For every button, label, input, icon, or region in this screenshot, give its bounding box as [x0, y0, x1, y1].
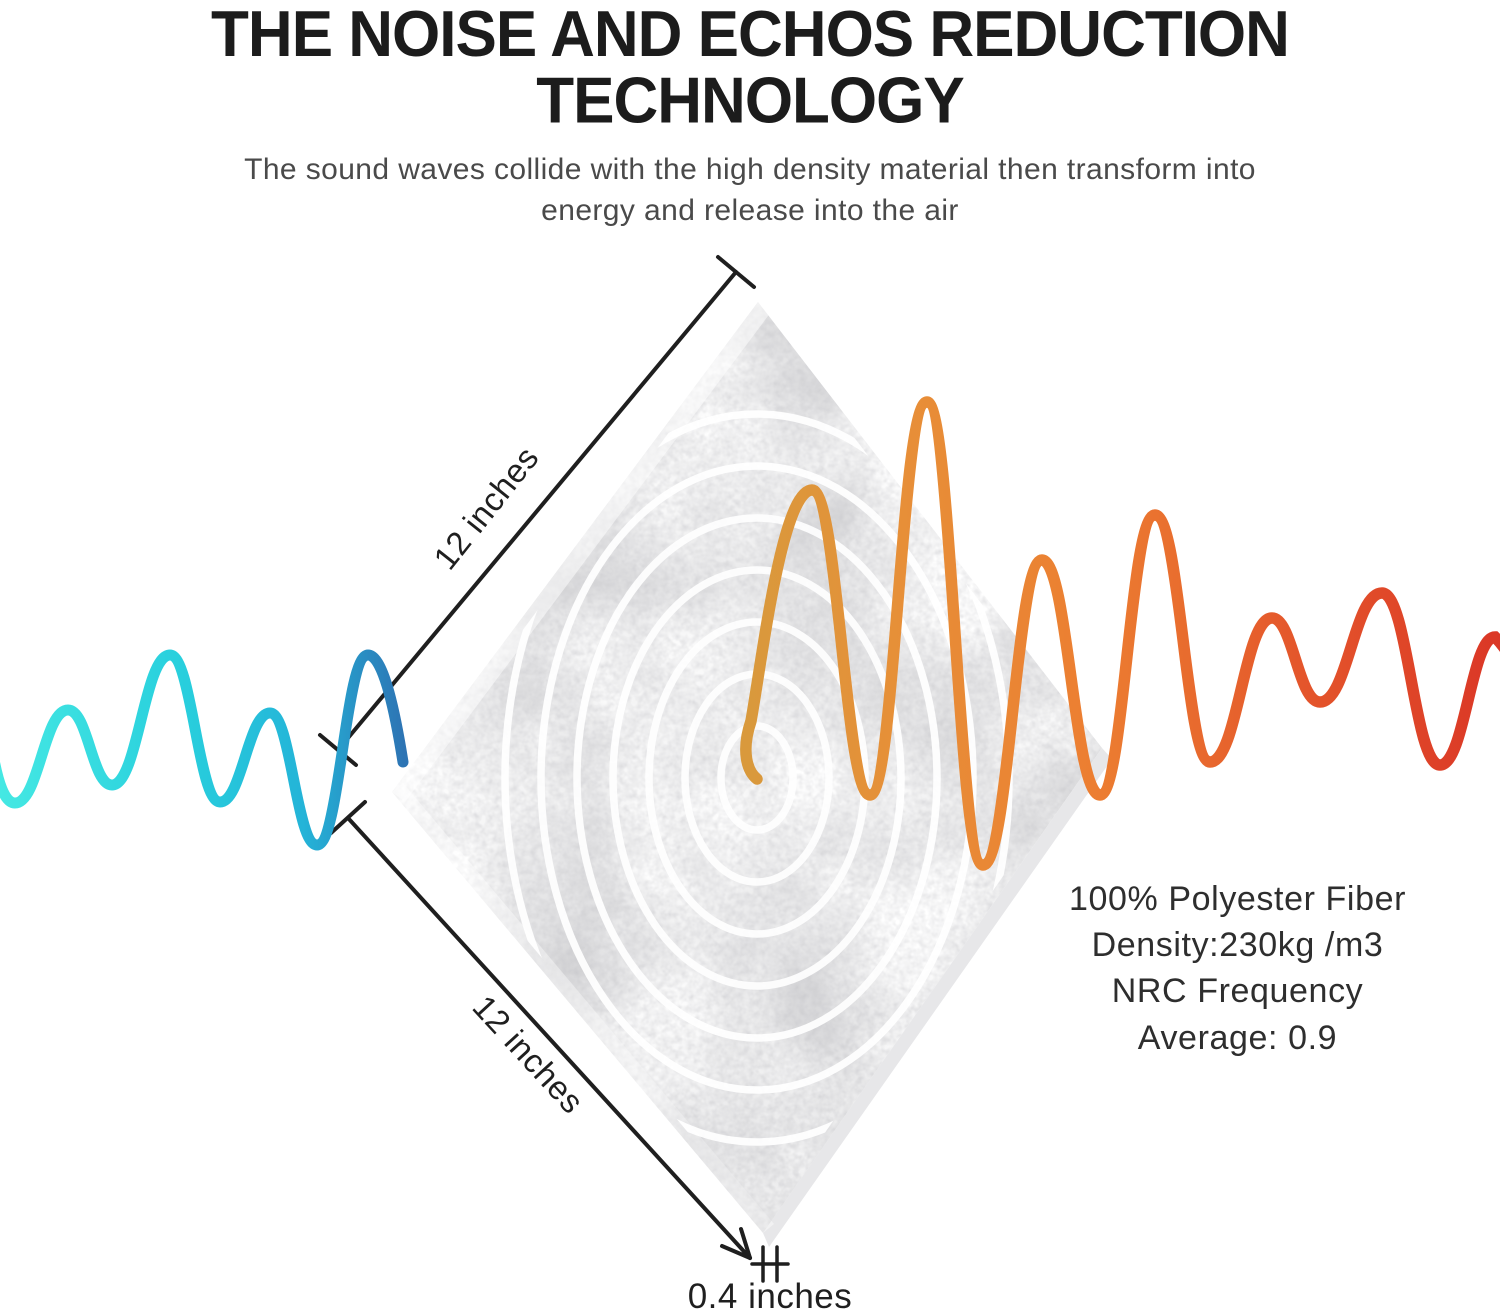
spec-line-material: 100% Polyester Fiber — [1068, 880, 1407, 918]
absorbed-sound-wave — [740, 396, 1500, 871]
incoming-sound-wave — [0, 649, 409, 851]
dimension-line-bottom-edge — [329, 800, 752, 1260]
spec-line-average: Average: 0.9 — [1137, 1018, 1338, 1057]
dimension-label-top-edge: 12 inches — [426, 439, 546, 576]
dimension-label-thickness: 0.4 inches — [688, 1277, 853, 1313]
panel-specs: 100% Polyester Fiber Density:230kg /m3 N… — [1040, 876, 1435, 1061]
spec-line-nrc: NRC Frequency — [1111, 972, 1364, 1011]
ripple-ring — [609, 566, 905, 990]
dimension-label-bottom-edge: 12 inches — [466, 988, 592, 1120]
page-title: THE NOISE AND ECHOS REDUCTION TECHNOLOGY — [211, 0, 1290, 138]
ripple-ring — [537, 462, 977, 1094]
page-subtitle: The sound waves collide with the high de… — [244, 153, 1256, 227]
panel-side-face — [763, 748, 1112, 1247]
spec-line-density: Density:230kg /m3 — [1091, 926, 1384, 965]
sound-ripples — [501, 410, 1013, 1146]
thickness-marker — [750, 1245, 790, 1283]
ripple-ring — [573, 514, 941, 1042]
ripple-ring — [717, 722, 797, 834]
